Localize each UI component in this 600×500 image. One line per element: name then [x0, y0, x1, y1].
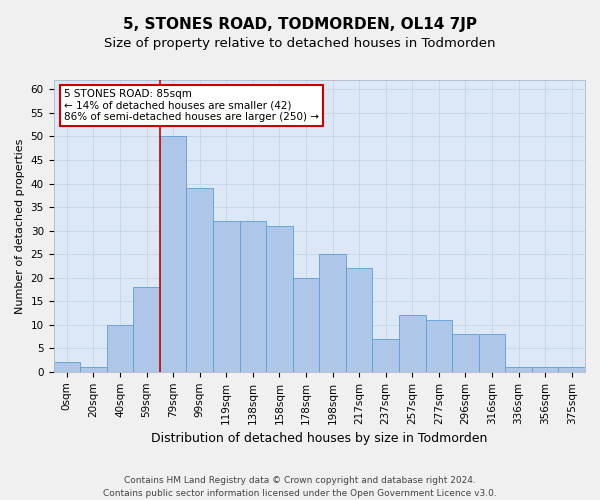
- Text: 5 STONES ROAD: 85sqm
← 14% of detached houses are smaller (42)
86% of semi-detac: 5 STONES ROAD: 85sqm ← 14% of detached h…: [64, 89, 319, 122]
- Bar: [559, 367, 585, 372]
- Bar: [293, 278, 319, 372]
- Bar: [505, 367, 532, 372]
- Bar: [187, 188, 213, 372]
- Text: Contains HM Land Registry data © Crown copyright and database right 2024.
Contai: Contains HM Land Registry data © Crown c…: [103, 476, 497, 498]
- Bar: [425, 320, 452, 372]
- Bar: [266, 226, 293, 372]
- Y-axis label: Number of detached properties: Number of detached properties: [15, 138, 25, 314]
- Bar: [160, 136, 187, 372]
- Bar: [133, 287, 160, 372]
- Text: 5, STONES ROAD, TODMORDEN, OL14 7JP: 5, STONES ROAD, TODMORDEN, OL14 7JP: [123, 18, 477, 32]
- Text: Size of property relative to detached houses in Todmorden: Size of property relative to detached ho…: [104, 38, 496, 51]
- Bar: [53, 362, 80, 372]
- Bar: [399, 316, 425, 372]
- Bar: [239, 221, 266, 372]
- Bar: [373, 339, 399, 372]
- Bar: [107, 325, 133, 372]
- Bar: [346, 268, 373, 372]
- Bar: [452, 334, 479, 372]
- Bar: [319, 254, 346, 372]
- X-axis label: Distribution of detached houses by size in Todmorden: Distribution of detached houses by size …: [151, 432, 487, 445]
- Bar: [80, 367, 107, 372]
- Bar: [532, 367, 559, 372]
- Bar: [479, 334, 505, 372]
- Bar: [213, 221, 239, 372]
